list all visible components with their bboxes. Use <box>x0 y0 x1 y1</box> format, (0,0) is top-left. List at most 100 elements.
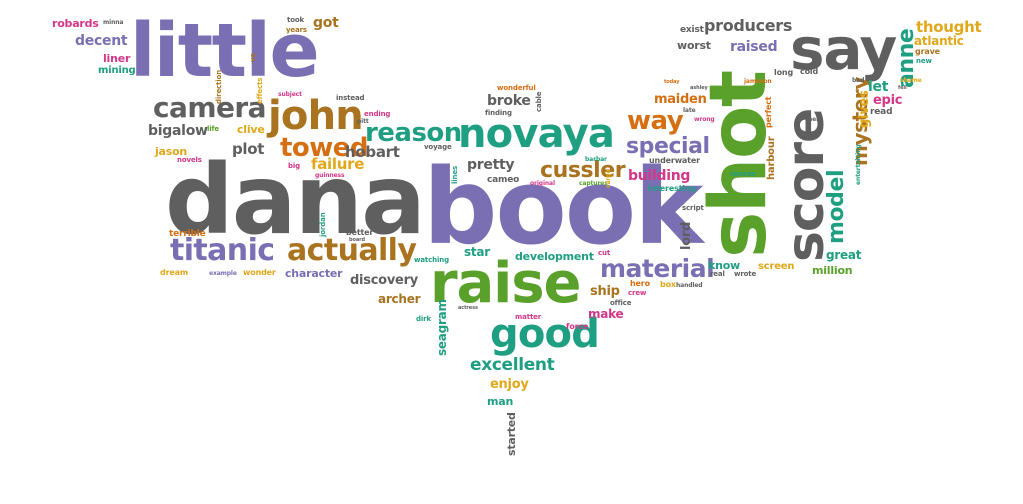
word-harbour: harbour <box>766 136 777 180</box>
word-towed: towed <box>280 133 368 163</box>
word-dream: dream <box>160 268 189 277</box>
word-big: big <box>288 162 301 170</box>
word-direction: direction <box>215 69 223 104</box>
word-character: character <box>285 267 343 280</box>
word-failure: failure <box>311 155 365 173</box>
word-plot: plot <box>232 140 265 158</box>
word-force: force <box>566 322 589 331</box>
word-material: material <box>600 254 715 283</box>
word-years: years <box>286 26 307 34</box>
word-barbar: barbar <box>585 156 607 163</box>
word-man: man <box>487 395 514 408</box>
word-perfect: perfect <box>764 96 773 128</box>
word-wonder: wonder <box>243 268 276 277</box>
word-raised: raised <box>730 39 778 55</box>
word-actually: actually <box>287 233 417 268</box>
word-fell: fell <box>898 85 907 91</box>
word-underwater: underwater <box>649 156 700 165</box>
word-know: know <box>708 259 740 272</box>
word-voyage: voyage <box>424 143 452 151</box>
word-better: better <box>346 228 374 237</box>
word-handled: handled <box>676 282 703 289</box>
word-broke: broke <box>487 93 531 109</box>
word-interesting: interesting <box>648 184 697 193</box>
word-camera: camera <box>153 91 267 124</box>
word-new: new <box>916 57 932 65</box>
word-ship: ship <box>590 284 620 299</box>
word-captures: captures <box>579 180 608 187</box>
word-little: little <box>130 8 320 94</box>
word-dana: dana <box>165 144 426 256</box>
word-hero: hero <box>630 279 650 288</box>
word-lord: lord <box>679 221 694 250</box>
word-matter: matter <box>515 313 542 321</box>
word-producers: producers <box>704 16 793 35</box>
word-john: john <box>268 93 364 139</box>
word-late: late <box>683 107 696 114</box>
word-long: long <box>774 68 794 77</box>
word-star: star <box>464 245 490 259</box>
word-board: board <box>349 237 365 243</box>
word-novaya: novaya <box>458 111 615 157</box>
word-development: development <box>515 250 594 263</box>
word-terrible: terrible <box>169 229 206 239</box>
word-mining: mining <box>98 65 136 76</box>
word-worst: worst <box>677 39 711 52</box>
word-reason: reason <box>365 118 462 148</box>
word-let: let <box>868 79 889 95</box>
word-cameo: cameo <box>487 175 520 185</box>
word-cable: cable <box>535 91 543 112</box>
word-effects: effects <box>256 77 264 104</box>
word-cut: cut <box>598 249 611 257</box>
word-got: got <box>313 15 339 31</box>
word-jameson: jameson <box>744 78 772 85</box>
word-liner: liner <box>103 52 131 65</box>
word-maiden: maiden <box>654 92 707 107</box>
word-lines: lines <box>451 166 459 184</box>
word-decent: decent <box>75 33 128 49</box>
word-novels: novels <box>177 156 202 164</box>
word-office: office <box>610 299 632 307</box>
word-building: building <box>628 168 691 184</box>
word-dirk: dirk <box>416 315 431 323</box>
word-hobart: hobart <box>345 143 400 161</box>
word-real: real <box>710 270 725 278</box>
word-way: way <box>627 106 684 136</box>
word-make: make <box>588 307 624 321</box>
word-finding: finding <box>485 109 512 117</box>
word-pretty: pretty <box>467 157 515 173</box>
word-cold: cold <box>800 67 819 76</box>
word-ve: ve <box>249 52 257 62</box>
word-instead: instead <box>336 94 365 102</box>
word-jason: jason <box>155 145 188 158</box>
word-example: example <box>209 270 237 277</box>
word-exist: exist <box>680 25 704 35</box>
word-great: great <box>826 248 862 262</box>
word-pitt: pitt <box>357 118 369 125</box>
word-read: read <box>870 107 893 117</box>
word-wrong: wrong <box>694 116 715 123</box>
word-ashley: ashley <box>690 85 708 91</box>
word-ending: ending <box>364 110 391 118</box>
word-crew: crew <box>628 289 647 297</box>
word-clive: clive <box>237 123 265 136</box>
word-atlantic: atlantic <box>914 34 964 48</box>
word-watching: watching <box>414 256 449 264</box>
word-original: original <box>530 180 555 187</box>
word-screen: screen <box>758 261 795 272</box>
word-life: life <box>207 125 220 133</box>
word-discovery: discovery <box>350 273 418 288</box>
word-actress: actress <box>458 305 478 311</box>
word-book: book <box>423 146 703 268</box>
word-minna: minna <box>103 19 124 26</box>
word-excellent: excellent <box>470 355 555 375</box>
word-enjoy: enjoy <box>490 377 529 392</box>
word-started: started <box>505 412 518 456</box>
word-entertaining: entertaining <box>855 144 862 185</box>
word-subject: subject <box>278 91 302 98</box>
word-good: good <box>490 311 600 357</box>
word-grave: grave <box>915 47 940 56</box>
word-million: million <box>812 264 853 277</box>
word-raise: raise <box>430 251 581 316</box>
